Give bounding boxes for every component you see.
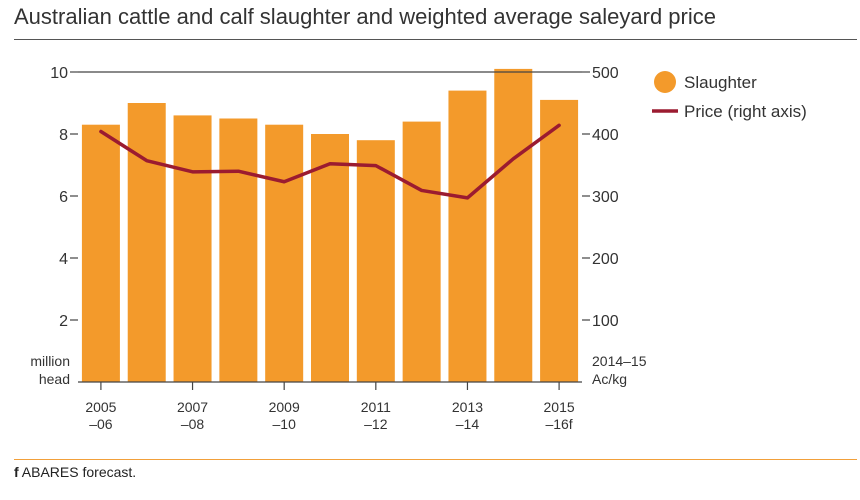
footnote: f ABARES forecast. xyxy=(14,464,136,480)
slaughter-bar xyxy=(81,124,120,382)
left-axis-unit-label: head xyxy=(39,371,70,387)
x-axis-tick-label: –08 xyxy=(181,416,205,432)
x-axis-tick-label: 2013 xyxy=(452,399,483,415)
x-axis-tick-label: 2005 xyxy=(85,399,116,415)
slaughter-bar xyxy=(265,124,304,382)
x-axis-tick-label: –16f xyxy=(545,416,572,432)
slaughter-bar xyxy=(311,134,349,382)
legend-slaughter-swatch xyxy=(654,71,676,93)
x-axis-tick-label: –10 xyxy=(273,416,297,432)
x-axis-tick-label: 2011 xyxy=(361,399,391,415)
right-axis-tick-label: 400 xyxy=(592,127,619,144)
right-axis-tick-label: 500 xyxy=(592,65,619,82)
left-axis-tick-label: 6 xyxy=(59,189,68,206)
legend-slaughter-label: Slaughter xyxy=(684,73,757,92)
x-axis-tick-label: 2007 xyxy=(177,399,208,415)
slaughter-bar xyxy=(402,121,441,382)
right-axis-tick-label: 100 xyxy=(592,313,619,330)
title-divider xyxy=(14,39,857,40)
x-axis-tick-label: 2015 xyxy=(544,399,575,415)
right-axis-unit-label: 2014–15 xyxy=(592,353,647,369)
x-axis-tick-label: –14 xyxy=(456,416,480,432)
footnote-text: ABARES forecast. xyxy=(21,464,137,480)
legend-price-label: Price (right axis) xyxy=(684,102,807,121)
slaughter-bar xyxy=(494,68,533,383)
left-axis-unit-label: million xyxy=(30,353,70,369)
right-axis-unit-label: Ac/kg xyxy=(592,371,627,387)
slaughter-bar xyxy=(356,140,395,382)
slaughter-bar xyxy=(173,115,212,383)
x-axis-tick-label: –12 xyxy=(364,416,388,432)
chart-title: Australian cattle and calf slaughter and… xyxy=(14,4,716,29)
left-axis-tick-label: 4 xyxy=(59,251,68,268)
footnote-marker: f xyxy=(14,464,19,480)
x-axis-tick-label: –06 xyxy=(89,416,113,432)
left-axis-tick-label: 2 xyxy=(59,313,68,330)
left-axis-tick-label: 10 xyxy=(50,65,68,82)
left-axis-tick-label: 8 xyxy=(59,127,68,144)
slaughter-bar xyxy=(540,99,579,383)
slaughter-bar xyxy=(448,90,487,382)
right-axis-tick-label: 200 xyxy=(592,251,619,268)
slaughter-bar xyxy=(127,103,166,382)
footer-divider xyxy=(14,459,857,460)
x-axis-tick-label: 2009 xyxy=(269,399,300,415)
right-axis-tick-label: 300 xyxy=(592,189,619,206)
slaughter-bar xyxy=(219,118,258,382)
